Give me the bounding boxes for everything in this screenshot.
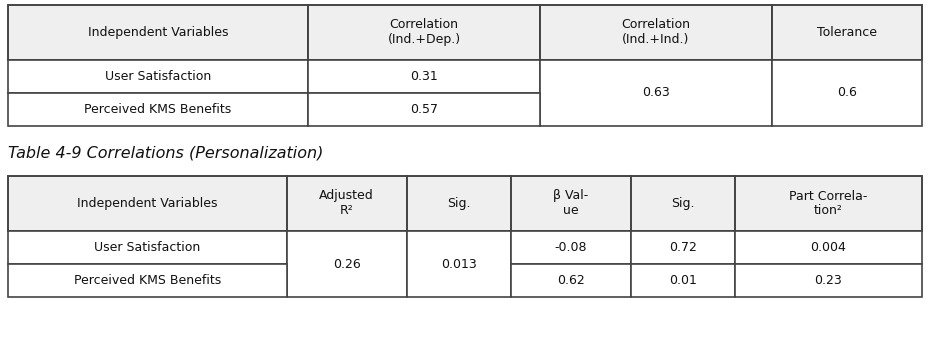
Bar [308, 5, 540, 60]
Text: 0.26: 0.26 [333, 258, 361, 271]
Bar [631, 264, 735, 297]
Bar [511, 264, 631, 297]
Bar [406, 231, 511, 297]
Text: 0.01: 0.01 [669, 274, 697, 287]
Text: -0.08: -0.08 [554, 241, 587, 254]
Bar [286, 176, 406, 231]
Bar [631, 176, 735, 231]
Text: Sig.: Sig. [671, 197, 695, 210]
Bar [8, 60, 308, 93]
Text: 0.004: 0.004 [810, 241, 846, 254]
Bar [406, 176, 511, 231]
Text: User Satisfaction: User Satisfaction [105, 70, 211, 83]
Text: 0.57: 0.57 [410, 103, 438, 116]
Text: 0.31: 0.31 [410, 70, 438, 83]
Bar [8, 93, 308, 126]
Bar [308, 93, 540, 126]
Text: 0.23: 0.23 [815, 274, 843, 287]
Bar [631, 231, 735, 264]
Text: Tolerance: Tolerance [817, 26, 877, 39]
Text: Sig.: Sig. [447, 197, 471, 210]
Text: Independent Variables: Independent Variables [87, 26, 228, 39]
Bar [308, 60, 540, 93]
Text: Perceived KMS Benefits: Perceived KMS Benefits [85, 103, 232, 116]
Bar [511, 176, 631, 231]
Bar [540, 5, 772, 60]
Text: Correlation
(Ind.+Dep.): Correlation (Ind.+Dep.) [388, 19, 460, 46]
Bar [735, 176, 922, 231]
Text: User Satisfaction: User Satisfaction [94, 241, 200, 254]
Text: 0.013: 0.013 [441, 258, 476, 271]
Bar [735, 231, 922, 264]
Bar [8, 264, 286, 297]
Bar [8, 176, 286, 231]
Bar [8, 231, 286, 264]
Bar [286, 231, 406, 297]
Bar [772, 60, 922, 126]
Bar [772, 5, 922, 60]
Text: Perceived KMS Benefits: Perceived KMS Benefits [73, 274, 221, 287]
Text: Correlation
(Ind.+Ind.): Correlation (Ind.+Ind.) [621, 19, 690, 46]
Text: 0.6: 0.6 [837, 86, 857, 99]
Text: Adjusted
R²: Adjusted R² [319, 190, 374, 218]
Text: 0.72: 0.72 [669, 241, 697, 254]
Text: Part Correla-
tion²: Part Correla- tion² [790, 190, 868, 218]
Bar [511, 231, 631, 264]
Text: Table 4-9 Correlations (Personalization): Table 4-9 Correlations (Personalization) [8, 146, 324, 161]
Bar [8, 5, 308, 60]
Text: 0.63: 0.63 [642, 86, 670, 99]
Bar [540, 60, 772, 126]
Bar [735, 264, 922, 297]
Text: 0.62: 0.62 [557, 274, 585, 287]
Text: Independent Variables: Independent Variables [77, 197, 218, 210]
Text: β Val-
ue: β Val- ue [553, 190, 589, 218]
